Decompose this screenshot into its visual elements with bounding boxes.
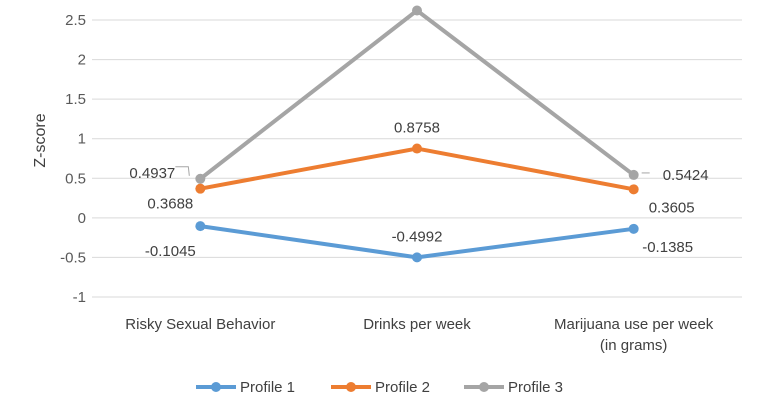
y-tick-label: -0.5 [60, 249, 86, 266]
data-label: 0.5424 [663, 167, 709, 184]
y-tick-label: 0 [78, 210, 86, 227]
data-point [628, 169, 639, 180]
x-category-label: (in grams) [600, 337, 668, 354]
data-label: -0.1045 [145, 243, 196, 260]
x-category-label: Marijuana use per week [554, 316, 714, 333]
y-axis-title: Z-score [32, 113, 49, 167]
x-category-label: Risky Sexual Behavior [125, 316, 275, 333]
data-point [628, 223, 639, 234]
data-label: 0.4937 [129, 165, 175, 182]
data-point [195, 183, 206, 194]
legend: Profile 1 Profile 2 Profile 3 [196, 379, 563, 396]
y-tick-label: 2.5 [65, 12, 86, 29]
legend-label: Profile 2 [375, 379, 430, 396]
leader-line [175, 166, 190, 176]
x-axis-categories: Risky Sexual Behavior Drinks per week Mari… [125, 316, 713, 354]
series-points [195, 5, 639, 263]
legend-swatch-marker [479, 382, 489, 392]
data-label: -0.4992 [392, 228, 443, 245]
data-point [412, 5, 422, 16]
data-label: -0.1385 [642, 239, 693, 256]
legend-swatch-marker [346, 382, 356, 392]
data-point [628, 184, 639, 195]
y-tick-label: -1 [73, 289, 86, 306]
y-tick-label: 1.5 [65, 91, 86, 108]
y-tick-label: 0.5 [65, 170, 86, 187]
data-label: 0.3605 [649, 199, 695, 216]
y-tick-label: 2 [78, 52, 86, 69]
data-labels: -0.1045 -0.4992 -0.1385 0.3688 0.8758 0.3605 0… [129, 120, 708, 261]
legend-label: Profile 1 [240, 379, 295, 396]
label-leader-lines [175, 166, 650, 176]
x-category-label: Drinks per week [363, 316, 471, 333]
y-axis-ticks: 2.5 2 1.5 1 0.5 0 -0.5 -1 [60, 12, 86, 306]
y-tick-label: 1 [78, 131, 86, 148]
data-point [412, 143, 422, 154]
legend-swatch-marker [211, 382, 221, 392]
data-label: 0.3688 [147, 196, 193, 213]
data-point [412, 252, 422, 263]
data-label: 0.8758 [394, 120, 440, 137]
data-point [195, 221, 206, 232]
data-point [195, 173, 206, 184]
legend-label: Profile 3 [508, 379, 563, 396]
series-line [199, 146, 635, 192]
